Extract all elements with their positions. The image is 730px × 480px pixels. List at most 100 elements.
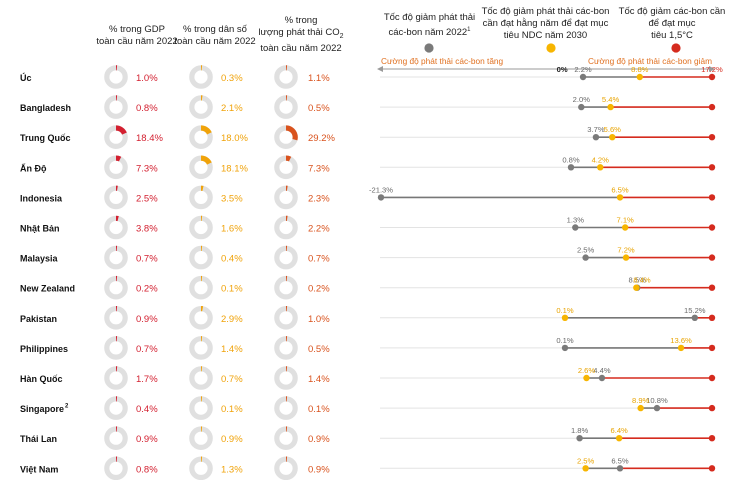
pop-value: 0.1%: [221, 284, 243, 295]
pop-donut-ring: [189, 366, 213, 390]
gdp-donut-arc: [104, 245, 128, 270]
legend-actual-line2: các-bon năm 20221: [372, 24, 487, 39]
target-rate-dot: [708, 314, 716, 321]
gdp-donut-arc: [104, 125, 128, 149]
co2-donut-ring: [274, 275, 298, 300]
pop-donut-ring: [189, 426, 213, 450]
co2-value: 2.2%: [308, 224, 330, 235]
country-name: Trung Quốc: [20, 133, 71, 143]
country-name: Úc: [20, 72, 32, 83]
co2-donut-ring: [274, 336, 298, 360]
ndc-rate-dot: [583, 374, 590, 382]
pop-value: 0.1%: [221, 404, 243, 415]
co2-donut-ring: [274, 155, 298, 180]
gdp-value: 1.7%: [136, 374, 158, 385]
actual-rate-dot: [567, 164, 575, 171]
gdp-donut-ring: [104, 396, 128, 420]
ndc-rate-dot: [561, 314, 569, 321]
co2-donut-arc: [274, 185, 298, 210]
target-rate-dot: [708, 435, 716, 442]
gdp-donut-ring: [104, 426, 128, 450]
legend-actual-line1: Tốc độ giảm phát thải: [383, 12, 476, 23]
actual-rate-label: 10.8%: [646, 396, 668, 405]
gdp-donut-ring: [104, 215, 128, 240]
gdp-value: 18.4%: [136, 133, 163, 144]
gdp-donut-ring: [104, 245, 128, 270]
pop-value: 3.5%: [221, 193, 243, 204]
co2-value: 0.5%: [308, 344, 330, 355]
header-co2-subscript: 2: [339, 32, 344, 40]
gdp-donut-ring: [104, 155, 128, 180]
gdp-value: 0.4%: [136, 404, 158, 415]
co2-value: 0.2%: [308, 284, 330, 295]
co2-donut-arc: [274, 65, 298, 89]
gdp-donut-ring: [104, 456, 128, 480]
gdp-value: 0.8%: [136, 464, 158, 475]
gdp-donut-ring: [104, 185, 128, 210]
pop-value: 0.9%: [221, 434, 243, 445]
pop-donut-ring: [189, 185, 213, 210]
co2-donut-ring: [274, 65, 298, 89]
target-rate-dot: [708, 194, 716, 201]
co2-donut-arc: [274, 366, 298, 390]
ndc-rate-dot: [637, 404, 644, 412]
country-name: Hàn Quốc: [20, 374, 63, 384]
legend-ndc-line3: tiêu NDC năm 2030: [503, 30, 588, 41]
ndc-rate-label: 5.4%: [602, 95, 620, 104]
gdp-value: 2.5%: [136, 193, 158, 204]
ndc-rate-label: 7.1%: [617, 216, 635, 225]
co2-donut-ring: [274, 396, 298, 420]
actual-rate-label: 6.5%: [611, 456, 629, 465]
actual-rate-dot: [653, 404, 661, 412]
target-rate-label: 17.2%: [701, 65, 723, 74]
target-rate-dot: [708, 103, 716, 111]
gdp-donut-arc: [104, 305, 128, 330]
country-name: Thái Lan: [20, 434, 57, 444]
ndc-rate-dot: [677, 344, 685, 352]
ndc-rate-dot: [609, 134, 616, 141]
pop-donut-ring: [189, 336, 213, 360]
gdp-value: 0.8%: [136, 103, 158, 114]
co2-value: 29.2%: [308, 133, 335, 144]
co2-value: 0.9%: [308, 434, 330, 445]
actual-rate-dot: [377, 194, 385, 201]
header-gdp-line2: toàn cầu năm 2022: [96, 36, 178, 47]
header-co2-line1: % trong: [284, 15, 318, 26]
header-co2-line2: lượng phát thải CO2: [247, 27, 355, 43]
country-name: Philippines: [20, 344, 68, 354]
gdp-donut-arc: [104, 215, 128, 240]
header-gdp-line1: % trong GDP: [109, 24, 165, 35]
actual-rate-dot: [598, 374, 606, 382]
pop-value: 1.6%: [221, 224, 243, 235]
pop-value: 2.1%: [221, 103, 243, 114]
co2-donut-arc: [274, 95, 298, 119]
co2-donut-ring: [274, 456, 298, 480]
pop-donut-arc: [189, 366, 213, 390]
gdp-value: 0.2%: [136, 284, 158, 295]
ndc-rate-label: 8.4%: [633, 276, 651, 285]
ndc-rate-dot: [597, 164, 604, 171]
co2-value: 0.5%: [308, 103, 330, 114]
actual-rate-label: 2.5%: [577, 246, 595, 255]
ndc-rate-label: 7.2%: [617, 246, 635, 255]
pop-value: 0.4%: [221, 254, 243, 265]
ndc-rate-label: 2.6%: [578, 366, 596, 375]
co2-donut-arc: [274, 245, 298, 270]
country-name: Pakistan: [20, 314, 57, 324]
co2-value: 1.0%: [308, 314, 330, 325]
co2-value: 2.3%: [308, 193, 330, 204]
co2-value: 7.3%: [308, 163, 330, 174]
target-rate-dot: [708, 465, 716, 472]
actual-rate-dot: [576, 435, 583, 442]
gdp-donut-arc: [104, 65, 128, 89]
co2-donut-ring: [274, 185, 298, 210]
co2-value: 0.9%: [308, 464, 330, 475]
co2-value: 0.7%: [308, 254, 330, 265]
arrow-right-label: Cường độ phát thải các-bon giảm: [588, 56, 712, 66]
co2-donut-arc: [274, 396, 298, 420]
header-pop-line1: % trong dân số: [183, 24, 247, 35]
header-population: % trong dân số toàn cầu năm 2022: [170, 24, 260, 48]
actual-rate-label: 0.8%: [562, 155, 580, 164]
pop-donut-arc: [189, 65, 213, 89]
